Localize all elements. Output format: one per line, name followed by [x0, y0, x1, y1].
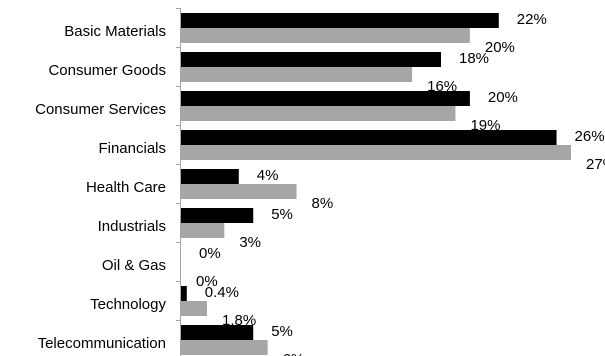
- data-label-series-1: 5%: [271, 206, 293, 223]
- category-label: Basic Materials: [64, 23, 166, 40]
- value-labels: 22%20%18%16%20%19%26%27%4%8%5%3%0%0%0.4%…: [196, 11, 605, 356]
- bar-series-2: [181, 340, 268, 355]
- data-label-series-2: 6%: [283, 351, 305, 356]
- data-label-series-1: 20%: [488, 89, 518, 106]
- bar-series-2: [181, 184, 297, 199]
- data-label-series-2: 27%: [586, 156, 605, 173]
- bars-group: [181, 13, 571, 355]
- bar-series-2: [181, 28, 470, 43]
- data-label-series-2: 19%: [470, 117, 500, 134]
- data-label-series-1: 0.4%: [205, 284, 239, 301]
- bar-series-1: [181, 130, 557, 145]
- bar-series-2: [181, 67, 413, 82]
- category-label: Oil & Gas: [102, 257, 166, 274]
- category-label: Financials: [98, 140, 166, 157]
- category-axis-ticks: [176, 8, 181, 321]
- category-label: Consumer Services: [35, 101, 166, 118]
- category-label: Telecommunication: [38, 335, 166, 352]
- data-label-series-1: 26%: [575, 128, 605, 145]
- data-label-series-2: 16%: [427, 78, 457, 95]
- bar-series-1: [181, 91, 470, 106]
- category-label: Consumer Goods: [48, 62, 166, 79]
- data-label-series-1: 18%: [459, 50, 489, 67]
- bar-series-1: [181, 208, 254, 223]
- bar-series-1: [181, 52, 441, 67]
- data-label-series-2: 0%: [196, 273, 218, 290]
- category-labels: Basic Materials Consumer Goods Consumer Se…: [35, 23, 166, 352]
- data-label-series-2: 1.8%: [222, 312, 256, 329]
- category-label: Technology: [90, 296, 166, 313]
- bar-series-2: [181, 106, 456, 121]
- bar-series-1: [181, 169, 239, 184]
- data-label-series-2: 8%: [312, 195, 334, 212]
- bar-series-2: [181, 145, 571, 160]
- bar-series-2: [181, 301, 207, 316]
- data-label-series-1: 4%: [257, 167, 279, 184]
- bar-series-1: [181, 286, 187, 301]
- data-label-series-1: 0%: [199, 245, 221, 262]
- data-label-series-2: 20%: [485, 39, 515, 56]
- data-label-series-1: 5%: [271, 323, 293, 340]
- bar-series-2: [181, 223, 225, 238]
- bar-series-1: [181, 325, 254, 340]
- data-label-series-1: 22%: [517, 11, 547, 28]
- data-label-series-2: 3%: [239, 234, 261, 251]
- category-label: Industrials: [98, 218, 166, 235]
- bar-series-1: [181, 13, 499, 28]
- category-label: Health Care: [86, 179, 166, 196]
